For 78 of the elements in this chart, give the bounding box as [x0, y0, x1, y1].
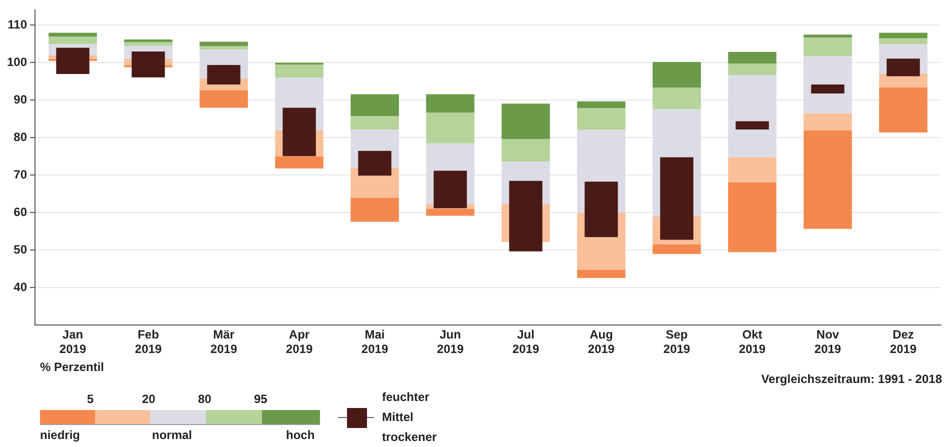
bar [879, 87, 928, 132]
bar [509, 180, 542, 252]
x-tick-label: Feb 2019 [134, 328, 162, 356]
legend-title: % Perzentil [40, 360, 104, 374]
bar [350, 198, 399, 222]
bar [132, 51, 165, 78]
bar [350, 116, 399, 130]
bar [811, 84, 844, 94]
bar [736, 121, 769, 130]
text: Vergleichszeitraum: 1991 - 2018 [761, 372, 942, 386]
x-tick-label: Dez 2019 [890, 328, 917, 356]
bar [804, 113, 852, 130]
x-tick-label: Jun 2019 [436, 328, 464, 356]
bar [275, 156, 324, 168]
y-tick-label: 80 [14, 130, 28, 144]
text: feuchter [382, 390, 430, 404]
text: 20 [142, 392, 156, 406]
bar [200, 42, 248, 46]
bar [275, 64, 324, 78]
bar [124, 42, 172, 46]
y-tick-label: 60 [14, 205, 28, 220]
x-tick-label: Sep 2019 [663, 328, 690, 356]
bar [200, 46, 248, 50]
y-tick-label: 90 [14, 92, 28, 107]
bar [804, 38, 852, 56]
bar [652, 244, 701, 254]
text: trockener [382, 430, 437, 444]
bar [804, 130, 852, 229]
bar [652, 87, 701, 110]
y-tick-label: 100 [6, 55, 28, 70]
bar [728, 63, 776, 76]
text: 95 [254, 392, 268, 406]
bar [434, 170, 467, 208]
x-tick-label: Mai 2019 [361, 328, 388, 356]
y-tick-label: 70 [14, 168, 28, 182]
bar [728, 157, 776, 182]
bar [502, 104, 550, 140]
bar [879, 38, 928, 44]
x-tick-label: Apr 2019 [286, 328, 313, 356]
bar [350, 94, 399, 116]
y-tick-label: 50 [14, 242, 28, 257]
x-tick-label: Aug 2019 [588, 328, 615, 356]
bar [652, 62, 701, 88]
x-tick-label: Okt 2019 [738, 328, 766, 356]
bar [577, 108, 626, 130]
x-tick-label: Nov 2019 [814, 328, 842, 356]
y-tick-label: 110 [8, 18, 28, 32]
bar [426, 208, 474, 216]
bar [728, 182, 776, 252]
bar [124, 39, 172, 42]
bar [48, 32, 97, 36]
text: normal [152, 428, 192, 442]
y-tick-label: 40 [14, 280, 28, 294]
bar [282, 108, 316, 156]
text: 80 [198, 392, 212, 406]
bar [200, 90, 248, 108]
x-tick-label: Mär 2019 [210, 328, 238, 356]
x-tick-label: Jan 2019 [59, 328, 86, 356]
bar [660, 157, 694, 240]
bar [502, 139, 550, 162]
x-tick-label: Jul 2019 [512, 328, 540, 356]
bar [426, 94, 474, 113]
bar [879, 32, 928, 38]
bar [804, 34, 852, 38]
text: hoch [286, 428, 315, 442]
bar [358, 150, 392, 176]
bar [577, 101, 626, 108]
bar [426, 112, 474, 144]
bar [207, 64, 240, 84]
text: Mittel [382, 410, 414, 424]
bar [886, 58, 920, 76]
bar [728, 52, 776, 64]
text: niedrig [40, 428, 80, 442]
bar [584, 182, 618, 238]
text: 5 [87, 392, 94, 406]
bar [48, 36, 97, 44]
bar [56, 48, 90, 74]
bar [577, 270, 626, 278]
